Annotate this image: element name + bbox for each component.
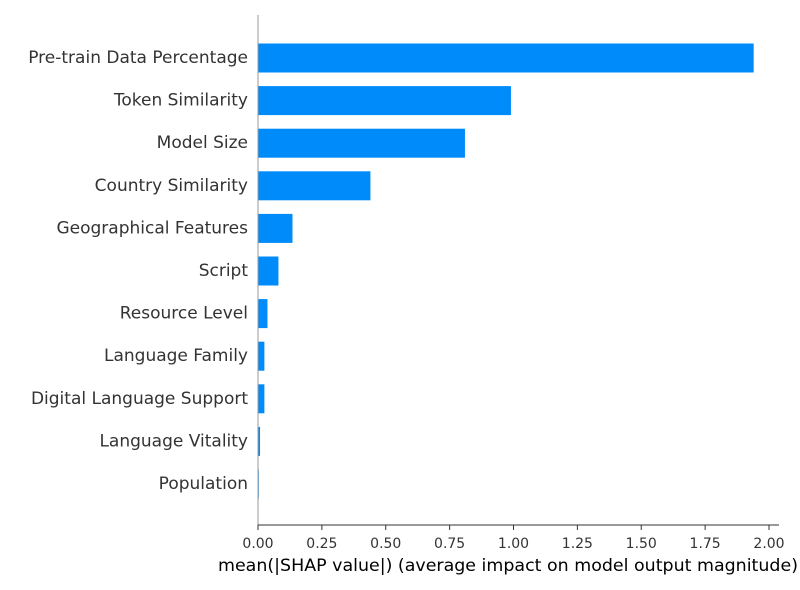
bar-language-vitality <box>258 426 261 456</box>
bar-digital-language-support <box>258 384 265 414</box>
bar-token-similarity <box>258 86 511 116</box>
category-label: Language Family <box>104 346 248 366</box>
category-label: Country Similarity <box>95 176 248 196</box>
bar-country-similarity <box>258 171 371 201</box>
bars-group <box>258 43 754 499</box>
x-tick-label: 2.00 <box>753 536 784 552</box>
category-label: Population <box>159 474 248 494</box>
x-tick-label: 0.75 <box>434 536 465 552</box>
category-label: Digital Language Support <box>31 389 248 409</box>
bar-geographical-features <box>258 213 293 243</box>
category-label: Language Vitality <box>99 431 248 451</box>
bar-resource-level <box>258 299 268 329</box>
category-label: Resource Level <box>120 304 248 324</box>
category-label: Script <box>199 261 249 281</box>
bar-pre-train-data-percentage <box>258 43 754 73</box>
bar-script <box>258 256 279 286</box>
x-tick-label: 0.00 <box>242 536 273 552</box>
category-label: Model Size <box>157 133 248 153</box>
category-label: Geographical Features <box>56 218 248 238</box>
bar-model-size <box>258 128 465 158</box>
x-ticks: 0.00 0.25 0.50 0.75 1.00 1.25 1.50 1.75 2.00 <box>242 525 785 552</box>
x-axis-title: mean(|SHAP value|) (average impact on mo… <box>218 556 798 576</box>
x-tick-label: 0.25 <box>306 536 337 552</box>
x-tick-label: 1.75 <box>690 536 721 552</box>
x-tick-label: 1.00 <box>498 536 529 552</box>
category-label: Token Similarity <box>113 91 248 111</box>
category-label: Pre-train Data Percentage <box>28 48 248 68</box>
x-tick-label: 1.25 <box>562 536 593 552</box>
x-tick-label: 0.50 <box>370 536 401 552</box>
bar-language-family <box>258 341 265 371</box>
x-tick-label: 1.50 <box>626 536 657 552</box>
category-labels: Pre-train Data Percentage Token Similarit… <box>28 48 248 494</box>
